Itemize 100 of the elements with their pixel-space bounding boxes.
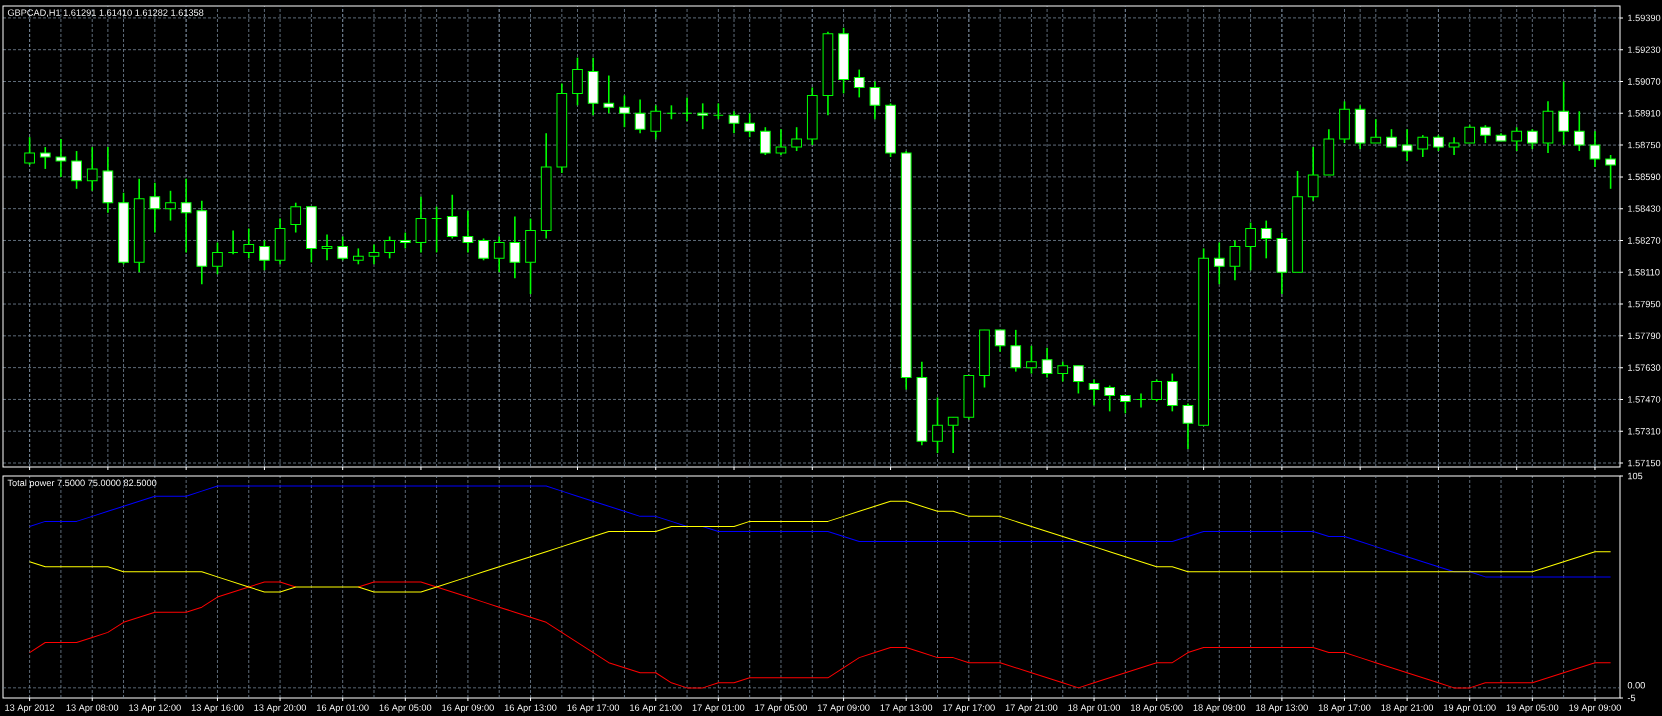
- candlestick: [212, 241, 223, 276]
- candlestick: [368, 243, 380, 266]
- y-tick-label: 1.57310: [1628, 427, 1661, 435]
- x-tick-label: 17 Apr 05:00: [755, 704, 807, 713]
- x-tick-label: 18 Apr 17:00: [1318, 704, 1371, 713]
- y-tick-label: 1.58110: [1628, 268, 1660, 276]
- candlestick: [1104, 384, 1116, 413]
- candlestick: [55, 138, 67, 178]
- candlestick: [1026, 344, 1037, 375]
- candlestick: [180, 178, 192, 254]
- candlestick: [1010, 329, 1022, 373]
- x-tick-label: 16 Apr 09:00: [442, 704, 494, 713]
- candlestick: [932, 396, 943, 454]
- candlestick: [509, 215, 521, 280]
- candlestick: [149, 182, 161, 234]
- candlestick: [853, 68, 865, 99]
- x-tick-label: 18 Apr 13:00: [1256, 704, 1308, 713]
- candlestick: [24, 136, 35, 166]
- candlestick: [1307, 146, 1319, 202]
- candlestick: [493, 235, 505, 274]
- candlestick: [321, 233, 333, 262]
- y-tick-label: -5: [1627, 694, 1636, 702]
- x-tick-label: 17 Apr 01:00: [692, 704, 745, 713]
- x-tick-label: 17 Apr 13:00: [880, 704, 933, 713]
- candlestick: [1558, 80, 1569, 146]
- candlestick: [165, 189, 176, 222]
- candlestick: [1057, 360, 1069, 383]
- y-tick-label: 1.57150: [1628, 459, 1661, 467]
- candlestick: [39, 146, 51, 170]
- candlestick: [1260, 219, 1272, 260]
- candlestick: [243, 227, 255, 260]
- x-tick-label: 18 Apr 01:00: [1068, 704, 1121, 713]
- candlestick: [869, 80, 881, 121]
- candlestick: [681, 96, 693, 123]
- x-tick-label: 13 Apr 20:00: [254, 704, 307, 713]
- candlestick: [634, 98, 646, 134]
- candlestick: [744, 112, 756, 138]
- candlestick: [775, 128, 787, 156]
- x-tick-label: 19 Apr 05:00: [1506, 704, 1559, 713]
- candlestick: [603, 74, 615, 115]
- x-tick-label: 16 Apr 13:00: [504, 704, 557, 713]
- candlestick: [1589, 130, 1601, 168]
- x-tick-label: 16 Apr 17:00: [567, 704, 620, 713]
- y-tick-label: 1.57790: [1628, 332, 1661, 340]
- candlestick: [947, 416, 959, 454]
- x-tick-label: 19 Apr 09:00: [1569, 704, 1621, 713]
- candlestick: [1213, 241, 1225, 285]
- x-tick-label: 16 Apr 05:00: [379, 704, 432, 713]
- x-tick-label: 18 Apr 05:00: [1131, 704, 1183, 713]
- candlestick: [415, 195, 427, 254]
- candlestick: [650, 104, 662, 140]
- y-tick-label: 1.57470: [1628, 396, 1661, 403]
- candlestick: [1245, 221, 1256, 272]
- candlestick: [446, 193, 458, 240]
- x-tick-label: 13 Apr 08:00: [66, 704, 119, 713]
- chart-title: Total power 7.5000 75.0000 82.5000: [7, 479, 157, 488]
- candlestick: [572, 56, 583, 107]
- candlestick: [431, 205, 442, 254]
- y-tick-label: 1.59230: [1628, 46, 1661, 53]
- candlestick: [1370, 118, 1382, 144]
- x-tick-label: 16 Apr 01:00: [317, 704, 369, 713]
- candlestick: [759, 126, 771, 156]
- x-tick-label: 17 Apr 17:00: [943, 704, 995, 713]
- candlestick: [384, 235, 395, 260]
- y-tick-label: 1.57630: [1628, 364, 1661, 371]
- y-tick-label: 1.58910: [1628, 110, 1661, 117]
- candlestick: [1166, 372, 1178, 413]
- x-tick-label: 13 Apr 2012: [5, 704, 55, 713]
- candlestick: [462, 209, 474, 254]
- y-tick-label: 1.59070: [1628, 78, 1661, 85]
- candlestick: [1135, 392, 1147, 409]
- candlestick: [1417, 134, 1429, 158]
- candlestick: [1526, 128, 1538, 150]
- candlestick: [1088, 378, 1100, 407]
- candlestick: [994, 329, 1006, 353]
- ref-line-label: 0.00: [1627, 681, 1645, 689]
- candlestick: [337, 235, 349, 262]
- x-tick-label: 18 Apr 21:00: [1381, 704, 1434, 713]
- x-tick-label: 17 Apr 09:00: [817, 704, 870, 713]
- candlestick: [227, 229, 239, 256]
- y-tick-label: 1.58270: [1628, 237, 1661, 244]
- candlestick: [1182, 402, 1194, 450]
- candlestick: [290, 201, 302, 234]
- candlestick: [728, 110, 740, 134]
- y-tick-label: 1.59390: [1628, 14, 1661, 22]
- x-tick-label: 19 Apr 01:00: [1444, 704, 1496, 713]
- x-tick-label: 18 Apr 09:00: [1193, 704, 1246, 713]
- candlestick: [619, 94, 630, 128]
- candlestick: [259, 239, 270, 272]
- candlestick: [697, 102, 709, 130]
- candlestick: [1151, 378, 1163, 403]
- candlestick: [791, 126, 802, 152]
- y-tick-label: 1.58590: [1628, 173, 1661, 181]
- y-tick-label: 1.58750: [1628, 141, 1661, 149]
- chart-title: GBPCAD,H1 1.61291 1.61410 1.61282 1.61358: [7, 9, 204, 17]
- candlestick: [1573, 110, 1585, 152]
- x-tick-label: 13 Apr 12:00: [129, 704, 181, 713]
- candlestick: [1511, 126, 1523, 152]
- candlestick: [1605, 154, 1616, 190]
- x-tick-label: 16 Apr 21:00: [630, 704, 682, 713]
